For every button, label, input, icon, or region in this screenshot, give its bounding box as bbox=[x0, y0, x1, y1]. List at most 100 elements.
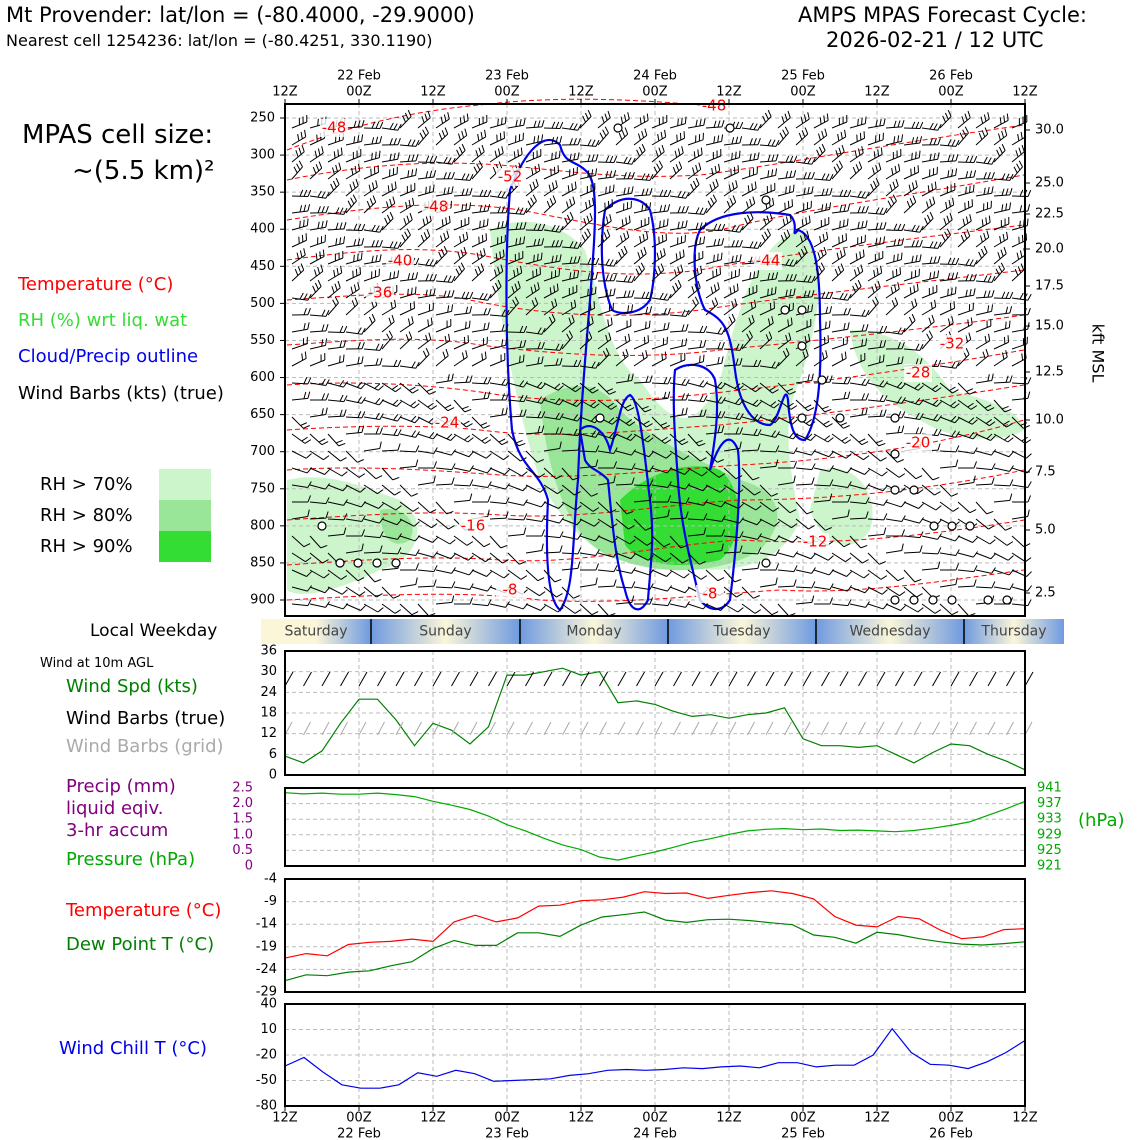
wind-barb-flag bbox=[664, 129, 667, 137]
wind-barb bbox=[867, 586, 883, 595]
wind-barb-flag bbox=[623, 290, 627, 298]
grid-wind-barb bbox=[321, 721, 330, 736]
wind-barb-flag bbox=[826, 231, 829, 239]
wind-barb-flag bbox=[389, 198, 393, 206]
wind-barb bbox=[597, 569, 614, 573]
wind-barb-flag bbox=[361, 515, 366, 522]
wind-barb-flag bbox=[1003, 115, 1006, 123]
wind-barb bbox=[831, 603, 848, 607]
surface-wind-barb bbox=[710, 671, 719, 687]
wind-barb-flag bbox=[881, 589, 888, 595]
wind-barb-flag bbox=[340, 265, 343, 273]
wind-barb-flag bbox=[649, 173, 654, 181]
wind-barb-flag bbox=[717, 120, 721, 128]
wind-barb-flag bbox=[807, 305, 810, 313]
wind-barb bbox=[993, 586, 1010, 590]
wind-barb-flag bbox=[988, 525, 995, 530]
wind-barb-flag bbox=[451, 171, 455, 179]
wind-barb bbox=[687, 361, 704, 367]
wind-barb-flag bbox=[883, 118, 886, 126]
wind-barb-flag bbox=[555, 358, 559, 366]
wind-barb-flag bbox=[721, 134, 724, 142]
wind-barb-flag bbox=[646, 231, 649, 239]
wind-barb-flag bbox=[573, 138, 577, 145]
wind-barb bbox=[687, 399, 704, 403]
wind-barb-flag bbox=[627, 290, 631, 298]
grid-wind-barb bbox=[599, 721, 607, 736]
wind-barb-flag bbox=[951, 361, 956, 368]
wind-barb-flag bbox=[360, 605, 366, 611]
wind-barb-flag bbox=[374, 383, 381, 389]
wind-speed-tick-label: 0 bbox=[269, 768, 277, 783]
wind-barb-flag bbox=[926, 214, 931, 222]
pressure-tick-label: 929 bbox=[1037, 827, 1062, 842]
wind-barb-flag bbox=[602, 129, 607, 137]
wind-barb bbox=[597, 518, 612, 529]
wind-barb bbox=[849, 344, 866, 350]
wind-barb-flag bbox=[375, 343, 380, 351]
wind-barb-flag bbox=[785, 186, 787, 194]
wind-barb-flag bbox=[523, 395, 528, 402]
wind-barb-flag bbox=[1005, 291, 1010, 299]
wind-barb-flag bbox=[700, 265, 703, 273]
wind-barb-flag bbox=[592, 507, 600, 512]
wind-barb bbox=[831, 450, 847, 459]
pressure-tick-label: 500 bbox=[250, 296, 275, 311]
wind-barb-flag bbox=[469, 375, 473, 383]
wind-barb-flag bbox=[717, 223, 722, 231]
wind-barb-flag bbox=[404, 112, 409, 120]
wind-barb bbox=[309, 569, 325, 579]
wind-barb bbox=[705, 569, 719, 582]
contour-label-bg bbox=[496, 168, 524, 186]
wind-barb bbox=[993, 499, 1010, 503]
wind-barb-flag bbox=[628, 333, 631, 341]
wind-barb-flag bbox=[1005, 188, 1009, 196]
wind-barb-flag bbox=[591, 257, 596, 265]
wind-barb-flag bbox=[965, 186, 967, 194]
weekday-title: Local Weekday bbox=[90, 621, 218, 641]
wind-barb-flag bbox=[480, 422, 488, 426]
wind-barb-flag bbox=[735, 240, 739, 247]
wind-barb-flag bbox=[757, 429, 762, 436]
wind-barb bbox=[633, 484, 651, 487]
wind-barb bbox=[399, 433, 416, 438]
wind-barb-flag bbox=[361, 223, 366, 231]
wind-barb-flag bbox=[955, 154, 959, 162]
wind-barb-flag bbox=[864, 116, 867, 124]
wind-barb-flag bbox=[919, 136, 923, 144]
wind-barb-flag bbox=[713, 223, 718, 231]
wind-barb-flag bbox=[339, 409, 343, 417]
wind-barb-flag bbox=[969, 185, 971, 193]
wind-barb-flag bbox=[304, 129, 307, 137]
wind-barb-flag bbox=[819, 117, 822, 125]
wind-barb-flag bbox=[785, 334, 789, 342]
wind-barb bbox=[993, 381, 1011, 384]
wind-barb-flag bbox=[919, 531, 924, 538]
wind-barb bbox=[795, 192, 812, 197]
wind-barb bbox=[705, 603, 721, 611]
wind-barb bbox=[633, 518, 646, 531]
wind-barb-flag bbox=[461, 143, 466, 151]
grid-wind-barb bbox=[747, 721, 755, 736]
wind-barb-flag bbox=[807, 157, 812, 164]
bottom-time-label: 12Z bbox=[1012, 1111, 1038, 1126]
wind-barb-flag bbox=[823, 115, 826, 123]
wind-barb bbox=[687, 331, 705, 334]
wind-barb-flag bbox=[407, 288, 409, 296]
wind-barb-flag bbox=[1026, 218, 1029, 226]
wind-barb-flag bbox=[480, 263, 485, 271]
wind-barb-flag bbox=[699, 222, 703, 230]
wind-barb-flag bbox=[433, 475, 436, 483]
top-date-label: 25 Feb bbox=[781, 69, 825, 84]
wind-barb-flag bbox=[595, 257, 600, 265]
wind-barb-flag bbox=[501, 324, 505, 332]
wind-barb-flag bbox=[605, 171, 609, 179]
wind-barb-flag bbox=[342, 485, 349, 492]
wind-barb-flag bbox=[588, 331, 593, 339]
temperature-contour-label: -28 bbox=[906, 364, 931, 382]
wind-barb-flag bbox=[999, 235, 1002, 243]
temperature-contour-3 bbox=[286, 224, 1025, 275]
wind-barb-flag bbox=[425, 347, 430, 355]
wind-barb-flag bbox=[749, 122, 754, 130]
wind-barb bbox=[885, 331, 902, 335]
